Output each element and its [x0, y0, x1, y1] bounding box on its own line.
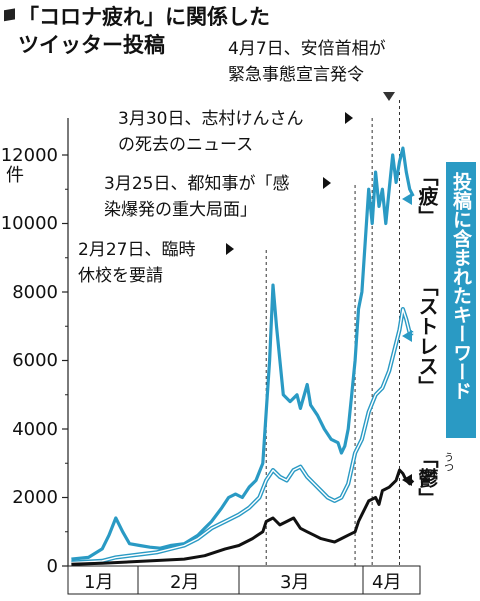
series-line-tsukare [71, 146, 415, 561]
x-axis-month-bar: 1月 2月 3月 4月 [67, 565, 421, 595]
series-label-utsu: 「鬱」 うつ [402, 448, 454, 508]
series-label-stress: 「ストレス」 [402, 276, 439, 396]
y-tick-labels: 0 2000 4000 6000 8000 10000 12000 [1, 145, 58, 577]
series-marker-icon [402, 330, 412, 342]
month-bar-background [67, 565, 421, 595]
side-keyword-label: 投稿に含まれたキーワード [446, 162, 476, 438]
series-label: 「ストレス」 [415, 276, 439, 396]
series-line-stress [71, 307, 414, 565]
title-cube-icon [4, 8, 15, 22]
annotation-apr7: 4月7日、安倍首相が 緊急事態宣言発令 [228, 39, 395, 101]
y-tick-label: 8000 [12, 282, 58, 303]
annotation-feb27: 2月27日、臨時 休校を要請 [78, 240, 234, 286]
month-label-feb: 2月 [170, 572, 199, 593]
series-label: 「疲」 [415, 166, 439, 226]
annotation-text: 3月25日、都知事が「感 [104, 174, 289, 194]
annotation-text: 4月7日、安倍首相が [228, 39, 386, 59]
annotation-text: 2月27日、臨時 [78, 240, 195, 260]
series-line-stress-core [71, 308, 414, 564]
annotation-text: 休校を要請 [78, 266, 163, 286]
y-unit-label: 件 [6, 165, 24, 186]
y-tick-label: 12000 [1, 145, 58, 166]
title-line-1: 「コロナ疲れ」に関係した [18, 5, 270, 29]
annotation-arrow-icon [226, 243, 234, 255]
y-ticks [62, 154, 68, 567]
annotation-mar25: 3月25日、都知事が「感 染爆発の重大局面」 [104, 174, 331, 220]
series-marker-icon [402, 193, 412, 205]
month-label-apr: 4月 [372, 572, 401, 593]
series-label-tsukare: 「疲」 [402, 166, 439, 226]
annotation-text: の死去のニュース [118, 135, 253, 155]
annotation-arrow-icon [383, 92, 395, 101]
annotation-arrow-icon [323, 177, 331, 189]
y-tick-label: 2000 [12, 487, 58, 508]
series-line-utsu [71, 468, 415, 566]
annotation-mar30: 3月30日、志村けんさん の死去のニュース [118, 109, 353, 155]
title-line-2: ツイッター投稿 [18, 33, 165, 57]
y-tick-label: 6000 [12, 350, 58, 371]
annotation-arrow-icon [345, 112, 353, 124]
y-tick-label: 4000 [12, 419, 58, 440]
y-tick-label: 0 [47, 556, 58, 577]
annotation-text: 緊急事態宣言発令 [228, 65, 364, 85]
y-tick-label: 10000 [1, 213, 58, 234]
month-label-jan: 1月 [84, 572, 113, 593]
annotation-text: 染爆発の重大局面」 [104, 200, 257, 220]
series-label: 「鬱」 [415, 448, 439, 508]
chart-title: 「コロナ疲れ」に関係した ツイッター投稿 [4, 5, 270, 57]
ruby-utsu: うつ [442, 452, 454, 472]
side-label-text: 投稿に含まれたキーワード [450, 171, 472, 400]
month-label-mar: 3月 [280, 572, 309, 593]
series-lines [71, 146, 415, 566]
annotation-text: 3月30日、志村けんさん [118, 109, 303, 129]
series-marker-icon [402, 474, 412, 486]
side-label-background [446, 162, 476, 438]
